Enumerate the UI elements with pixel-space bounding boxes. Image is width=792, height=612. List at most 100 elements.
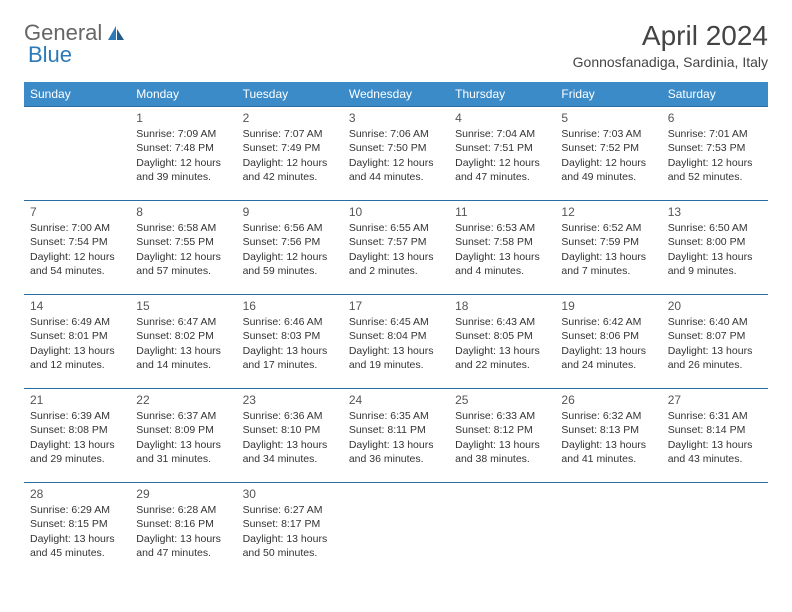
day-cell: 11Sunrise: 6:53 AMSunset: 7:58 PMDayligh… [449,201,555,295]
sunset-text: Sunset: 7:58 PM [455,235,549,249]
day-cell [449,483,555,577]
week-row: 21Sunrise: 6:39 AMSunset: 8:08 PMDayligh… [24,389,768,483]
day-cell [24,107,130,201]
daylight-text: Daylight: 13 hours [668,250,762,264]
daylight-text: Daylight: 12 hours [136,250,230,264]
day-number: 3 [349,110,443,126]
day-number: 25 [455,392,549,408]
daylight-text: and 47 minutes. [136,546,230,560]
sunset-text: Sunset: 8:04 PM [349,329,443,343]
sunrise-text: Sunrise: 7:01 AM [668,127,762,141]
daylight-text: Daylight: 13 hours [561,250,655,264]
sunset-text: Sunset: 7:55 PM [136,235,230,249]
daylight-text: and 14 minutes. [136,358,230,372]
daylight-text: Daylight: 13 hours [455,438,549,452]
daylight-text: Daylight: 13 hours [243,344,337,358]
daylight-text: and 52 minutes. [668,170,762,184]
daylight-text: Daylight: 12 hours [30,250,124,264]
daylight-text: Daylight: 12 hours [561,156,655,170]
day-cell: 21Sunrise: 6:39 AMSunset: 8:08 PMDayligh… [24,389,130,483]
day-cell: 18Sunrise: 6:43 AMSunset: 8:05 PMDayligh… [449,295,555,389]
sunrise-text: Sunrise: 6:36 AM [243,409,337,423]
dayname-thursday: Thursday [449,82,555,107]
day-cell: 14Sunrise: 6:49 AMSunset: 8:01 PMDayligh… [24,295,130,389]
week-row: 14Sunrise: 6:49 AMSunset: 8:01 PMDayligh… [24,295,768,389]
daylight-text: and 34 minutes. [243,452,337,466]
day-number: 21 [30,392,124,408]
day-cell [662,483,768,577]
day-cell: 13Sunrise: 6:50 AMSunset: 8:00 PMDayligh… [662,201,768,295]
sunset-text: Sunset: 8:00 PM [668,235,762,249]
daylight-text: and 4 minutes. [455,264,549,278]
day-cell: 17Sunrise: 6:45 AMSunset: 8:04 PMDayligh… [343,295,449,389]
sunrise-text: Sunrise: 6:32 AM [561,409,655,423]
daylight-text: and 39 minutes. [136,170,230,184]
sunrise-text: Sunrise: 7:07 AM [243,127,337,141]
day-number: 16 [243,298,337,314]
daylight-text: and 43 minutes. [668,452,762,466]
daylight-text: and 50 minutes. [243,546,337,560]
day-cell: 30Sunrise: 6:27 AMSunset: 8:17 PMDayligh… [237,483,343,577]
daylight-text: Daylight: 13 hours [561,438,655,452]
day-cell: 16Sunrise: 6:46 AMSunset: 8:03 PMDayligh… [237,295,343,389]
sunrise-text: Sunrise: 6:52 AM [561,221,655,235]
week-row: 1Sunrise: 7:09 AMSunset: 7:48 PMDaylight… [24,107,768,201]
sunset-text: Sunset: 8:10 PM [243,423,337,437]
sail-icon [106,24,126,42]
daylight-text: Daylight: 12 hours [349,156,443,170]
sunset-text: Sunset: 7:52 PM [561,141,655,155]
sunrise-text: Sunrise: 6:39 AM [30,409,124,423]
day-number: 8 [136,204,230,220]
sunrise-text: Sunrise: 6:27 AM [243,503,337,517]
sunrise-text: Sunrise: 6:28 AM [136,503,230,517]
day-cell: 2Sunrise: 7:07 AMSunset: 7:49 PMDaylight… [237,107,343,201]
logo-line2: Blue [28,42,72,68]
day-cell: 26Sunrise: 6:32 AMSunset: 8:13 PMDayligh… [555,389,661,483]
daylight-text: and 19 minutes. [349,358,443,372]
day-cell: 20Sunrise: 6:40 AMSunset: 8:07 PMDayligh… [662,295,768,389]
day-cell: 24Sunrise: 6:35 AMSunset: 8:11 PMDayligh… [343,389,449,483]
calendar-table: Sunday Monday Tuesday Wednesday Thursday… [24,82,768,577]
dayname-wednesday: Wednesday [343,82,449,107]
daylight-text: and 54 minutes. [30,264,124,278]
sunrise-text: Sunrise: 6:47 AM [136,315,230,329]
daylight-text: and 42 minutes. [243,170,337,184]
sunset-text: Sunset: 8:07 PM [668,329,762,343]
sunset-text: Sunset: 8:12 PM [455,423,549,437]
day-cell: 23Sunrise: 6:36 AMSunset: 8:10 PMDayligh… [237,389,343,483]
sunrise-text: Sunrise: 6:56 AM [243,221,337,235]
daylight-text: Daylight: 13 hours [243,438,337,452]
daylight-text: Daylight: 13 hours [455,250,549,264]
daylight-text: Daylight: 13 hours [30,344,124,358]
day-number: 20 [668,298,762,314]
day-cell: 29Sunrise: 6:28 AMSunset: 8:16 PMDayligh… [130,483,236,577]
day-cell: 9Sunrise: 6:56 AMSunset: 7:56 PMDaylight… [237,201,343,295]
day-cell: 3Sunrise: 7:06 AMSunset: 7:50 PMDaylight… [343,107,449,201]
daylight-text: Daylight: 12 hours [243,156,337,170]
sunset-text: Sunset: 7:51 PM [455,141,549,155]
daylight-text: and 38 minutes. [455,452,549,466]
sunrise-text: Sunrise: 6:29 AM [30,503,124,517]
day-number: 19 [561,298,655,314]
day-number: 26 [561,392,655,408]
day-number: 22 [136,392,230,408]
dayname-monday: Monday [130,82,236,107]
week-row: 7Sunrise: 7:00 AMSunset: 7:54 PMDaylight… [24,201,768,295]
dayname-friday: Friday [555,82,661,107]
day-cell: 7Sunrise: 7:00 AMSunset: 7:54 PMDaylight… [24,201,130,295]
day-number: 23 [243,392,337,408]
daylight-text: Daylight: 13 hours [349,438,443,452]
page-subtitle: Gonnosfanadiga, Sardinia, Italy [573,54,768,70]
day-number: 11 [455,204,549,220]
daylight-text: and 36 minutes. [349,452,443,466]
dayname-saturday: Saturday [662,82,768,107]
logo-text-blue: Blue [28,42,72,67]
daylight-text: and 31 minutes. [136,452,230,466]
daylight-text: Daylight: 12 hours [455,156,549,170]
sunset-text: Sunset: 8:13 PM [561,423,655,437]
sunset-text: Sunset: 8:11 PM [349,423,443,437]
dayname-sunday: Sunday [24,82,130,107]
sunset-text: Sunset: 7:49 PM [243,141,337,155]
daylight-text: Daylight: 13 hours [349,250,443,264]
sunset-text: Sunset: 8:01 PM [30,329,124,343]
